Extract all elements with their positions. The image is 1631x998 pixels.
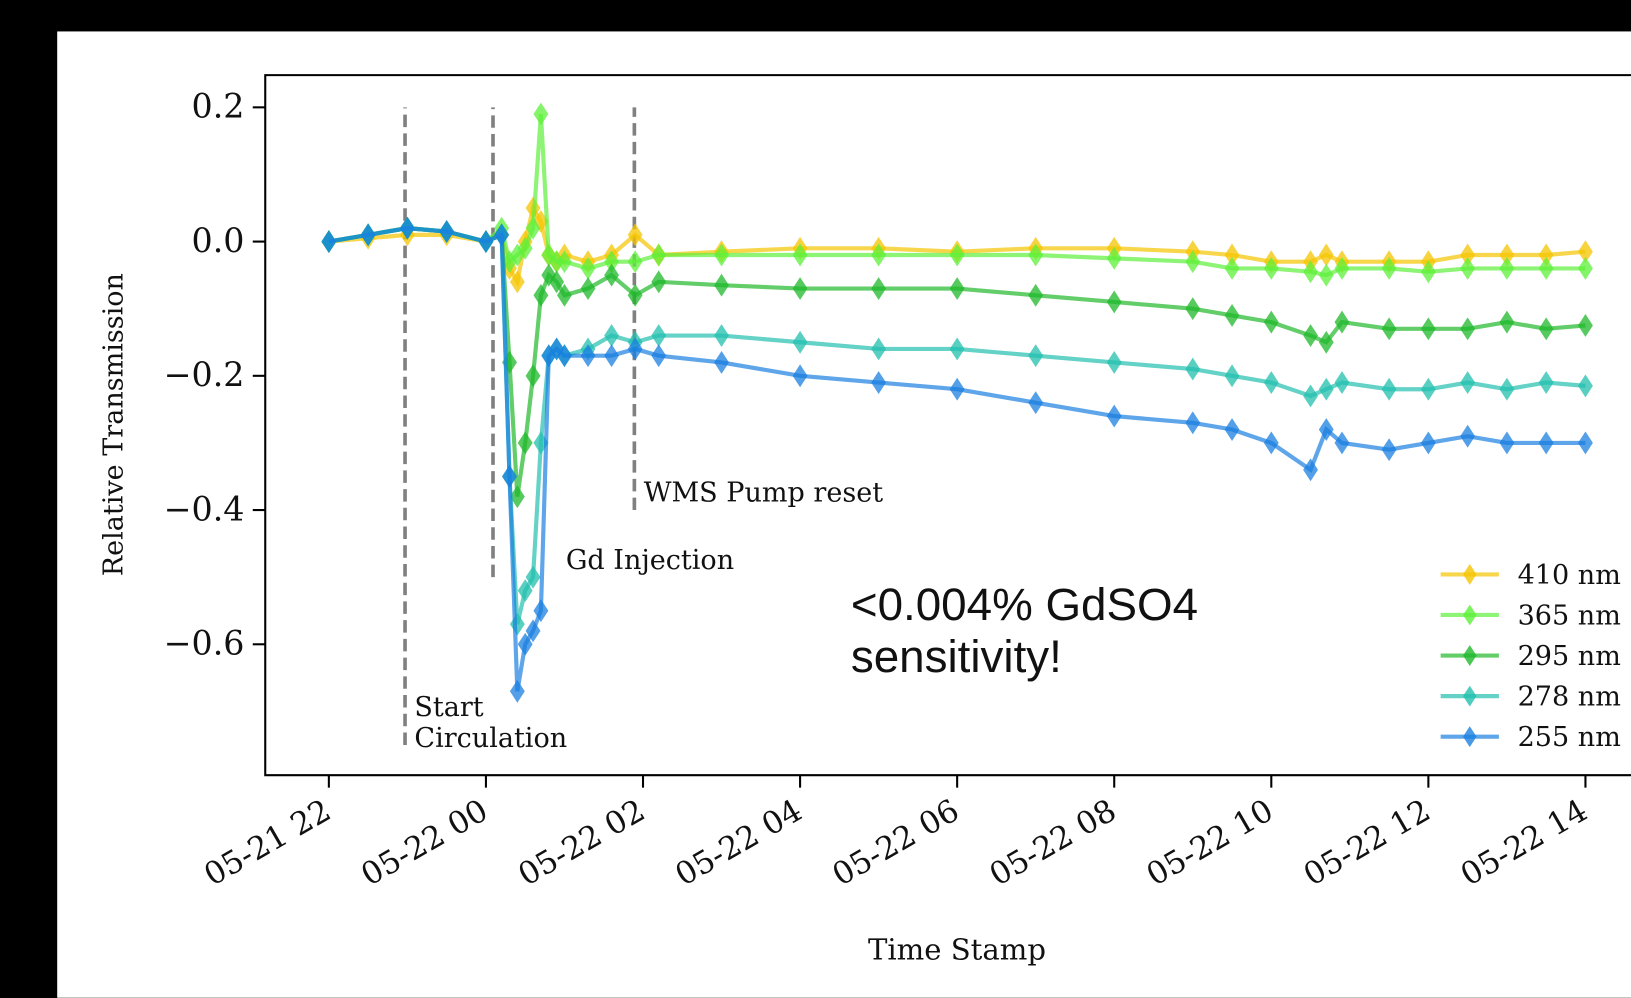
marker xyxy=(871,337,887,361)
marker xyxy=(1381,377,1397,401)
marker xyxy=(509,679,525,703)
marker xyxy=(1318,263,1334,287)
marker xyxy=(1538,243,1554,267)
marker xyxy=(1334,310,1350,334)
y-tick-label: −0.2 xyxy=(164,355,245,394)
marker xyxy=(651,270,667,294)
marker xyxy=(517,431,533,455)
marker xyxy=(627,337,643,361)
marker xyxy=(1028,344,1044,368)
marker xyxy=(1381,317,1397,341)
marker xyxy=(1499,310,1515,334)
note-text: <0.004% GdSO4 xyxy=(851,579,1198,630)
y-axis-label: Relative Transmission xyxy=(99,273,130,576)
marker xyxy=(1420,377,1436,401)
marker xyxy=(714,350,729,374)
marker xyxy=(1318,377,1334,401)
marker xyxy=(604,344,620,368)
marker xyxy=(533,102,549,126)
x-axis-label: Time Stamp xyxy=(868,932,1046,966)
legend-label: 410 nm xyxy=(1518,560,1621,591)
marker xyxy=(502,250,517,274)
marker xyxy=(1460,256,1476,280)
marker xyxy=(1499,256,1515,280)
marker xyxy=(627,223,643,247)
y-tick-label: −0.4 xyxy=(164,489,245,528)
event-label: Circulation xyxy=(414,723,567,754)
marker xyxy=(1381,256,1397,280)
marker xyxy=(604,250,620,274)
marker xyxy=(1263,256,1279,280)
axes-frame xyxy=(264,74,1631,777)
marker xyxy=(1420,317,1436,341)
marker xyxy=(1460,317,1476,341)
marker xyxy=(1303,324,1319,347)
marker xyxy=(1318,330,1334,354)
marker xyxy=(1460,424,1476,448)
marker xyxy=(1381,438,1397,462)
legend-marker xyxy=(1463,685,1477,707)
marker xyxy=(627,250,643,274)
marker xyxy=(604,263,620,287)
marker xyxy=(1499,431,1515,455)
marker xyxy=(1420,431,1436,455)
event-label: Start xyxy=(414,692,483,723)
event-label: WMS Pump reset xyxy=(644,478,883,509)
marker xyxy=(502,465,517,488)
marker xyxy=(1263,371,1279,394)
marker xyxy=(1028,243,1044,267)
y-tick-label: 0.0 xyxy=(192,221,245,260)
marker xyxy=(517,236,533,260)
note-text: sensitivity! xyxy=(851,631,1062,682)
marker xyxy=(1334,431,1350,455)
marker xyxy=(651,344,667,368)
legend-label: 295 nm xyxy=(1518,641,1621,672)
marker xyxy=(714,273,729,297)
legend-marker xyxy=(1463,604,1477,626)
marker xyxy=(509,243,525,267)
marker xyxy=(1538,317,1554,341)
marker xyxy=(1263,431,1279,455)
marker xyxy=(1538,256,1554,280)
marker xyxy=(321,230,337,254)
marker xyxy=(1318,243,1334,267)
marker xyxy=(714,324,729,347)
marker xyxy=(549,250,565,274)
marker xyxy=(871,277,887,301)
series-line xyxy=(328,226,1586,692)
marker xyxy=(871,243,887,267)
marker xyxy=(1460,243,1476,267)
legend-label: 278 nm xyxy=(1518,681,1621,712)
marker xyxy=(1499,377,1515,401)
marker xyxy=(533,283,549,307)
slide xyxy=(57,31,1631,998)
marker xyxy=(714,243,729,267)
marker xyxy=(517,632,533,656)
series-line xyxy=(328,226,1586,497)
marker xyxy=(1334,371,1350,394)
marker xyxy=(1303,384,1319,408)
marker xyxy=(1334,256,1350,280)
legend-label: 255 nm xyxy=(1518,722,1621,753)
marker xyxy=(651,243,667,267)
marker xyxy=(1263,310,1279,334)
marker xyxy=(509,485,525,509)
marker xyxy=(651,324,667,347)
event-label: Gd Injection xyxy=(566,545,734,576)
legend-label: 365 nm xyxy=(1518,600,1621,631)
marker xyxy=(604,324,620,347)
marker xyxy=(517,579,533,603)
y-tick-label: 0.2 xyxy=(192,87,245,126)
y-tick-label: −0.6 xyxy=(164,624,245,663)
marker xyxy=(1538,431,1554,455)
marker xyxy=(1028,391,1044,415)
marker xyxy=(1318,418,1334,441)
marker xyxy=(439,220,455,243)
marker xyxy=(1499,243,1515,267)
